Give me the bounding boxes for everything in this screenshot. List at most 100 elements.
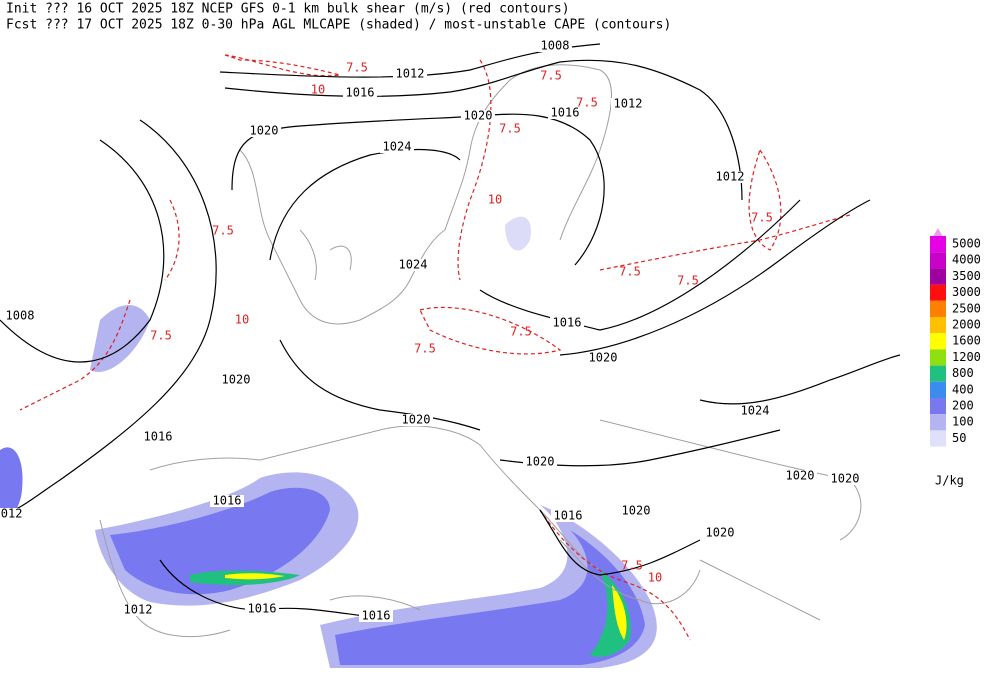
shear-label: 7.5 bbox=[619, 265, 641, 279]
isobar-label: 1012 bbox=[396, 67, 425, 81]
isobar-label: 1020 bbox=[786, 469, 815, 483]
shear-label: 7.5 bbox=[346, 61, 368, 75]
isobar-label: 1020 bbox=[402, 413, 431, 427]
isobar bbox=[0, 119, 217, 516]
isobar-label-bg bbox=[393, 68, 427, 80]
isobar-label-bg bbox=[713, 171, 747, 183]
legend-swatch bbox=[930, 414, 946, 431]
isobar-label-bg bbox=[343, 87, 377, 99]
isobar-label: 1016 bbox=[144, 430, 173, 444]
isobar-label: 1016 bbox=[553, 316, 582, 330]
legend-label: 3500 bbox=[952, 269, 981, 283]
legend-swatch bbox=[930, 349, 946, 366]
shear-label: 10 bbox=[311, 83, 325, 97]
isobar-label-bg bbox=[219, 374, 253, 386]
isobar-label-bg bbox=[380, 141, 414, 153]
legend-unit: J/kg bbox=[935, 474, 964, 488]
legend-swatch bbox=[930, 252, 946, 269]
shear-label: 7.5 bbox=[621, 559, 643, 573]
legend-swatch bbox=[930, 317, 946, 334]
legend-label: 100 bbox=[952, 415, 974, 429]
isobar-label-bg bbox=[0, 508, 25, 520]
isobar-label: 1016 bbox=[362, 609, 391, 623]
coastline bbox=[299, 229, 352, 281]
isobar-label-bg bbox=[359, 610, 393, 622]
legend-label: 5000 bbox=[952, 237, 981, 251]
cape-area bbox=[612, 585, 627, 640]
legend-swatch bbox=[930, 365, 946, 382]
shear-contour bbox=[164, 199, 180, 281]
legend-label: 200 bbox=[952, 399, 974, 413]
shear-label: 7.5 bbox=[576, 96, 598, 110]
isobar-label: 1012 bbox=[124, 603, 153, 617]
isobar-label: 1020 bbox=[464, 109, 493, 123]
legend-swatch bbox=[930, 300, 946, 317]
shear-contour bbox=[224, 54, 341, 77]
isobar-label: 1024 bbox=[383, 140, 412, 154]
isobar-label: 1012 bbox=[0, 507, 22, 521]
isobar-label: 1012 bbox=[716, 170, 745, 184]
cape-area bbox=[225, 573, 285, 580]
legend-swatch bbox=[930, 430, 946, 447]
legend-swatch bbox=[930, 333, 946, 350]
isobar bbox=[479, 199, 801, 331]
shear-label: 10 bbox=[488, 193, 502, 207]
isobar-label-bg bbox=[586, 352, 620, 364]
isobar-label: 1016 bbox=[248, 602, 277, 616]
isobar-label: 1012 bbox=[614, 97, 643, 111]
isobar bbox=[269, 148, 461, 261]
isobar-label-bg bbox=[538, 40, 572, 52]
isobar-label-bg bbox=[828, 473, 862, 485]
legend-swatch bbox=[930, 398, 946, 415]
isobar-label: 1008 bbox=[6, 309, 35, 323]
coastline bbox=[239, 149, 446, 325]
shear-contour bbox=[599, 214, 851, 271]
legend-label: 400 bbox=[952, 382, 974, 396]
shear-contour bbox=[457, 59, 492, 281]
legend-label: 3000 bbox=[952, 285, 981, 299]
isobar-label: 1016 bbox=[554, 509, 583, 523]
isobar-label-bg bbox=[399, 414, 433, 426]
isobar-label: 1016 bbox=[346, 86, 375, 100]
isobar-label: 1020 bbox=[250, 124, 279, 138]
isobar-label-bg bbox=[121, 604, 155, 616]
legend-label: 4000 bbox=[952, 253, 981, 267]
isobar-label: 1016 bbox=[551, 106, 580, 120]
isobar-label-bg bbox=[783, 470, 817, 482]
cape-area bbox=[90, 305, 150, 372]
isobar-label: 1016 bbox=[213, 494, 242, 508]
legend-label: 1600 bbox=[952, 334, 981, 348]
isobar bbox=[219, 43, 601, 78]
contour-labels: 1008 1012 1016 1012 1020 1016 1020 1024 1012 1024… bbox=[0, 39, 862, 623]
isobar-label: 1020 bbox=[622, 504, 651, 518]
isobar-label-bg bbox=[550, 317, 584, 329]
legend-swatch bbox=[930, 268, 946, 285]
isobar bbox=[539, 509, 701, 576]
shear-contour bbox=[748, 148, 782, 251]
isobar-label-bg bbox=[141, 431, 175, 443]
shear-label: 7.5 bbox=[414, 342, 436, 356]
legend-swatch bbox=[930, 236, 946, 253]
header-fcst: Fcst ??? 17 OCT 2025 18Z 0-30 hPa AGL ML… bbox=[6, 18, 671, 33]
isobar bbox=[279, 339, 481, 431]
shear-label: 10 bbox=[648, 571, 662, 585]
shear-contour bbox=[419, 306, 562, 355]
isobar-label-bg bbox=[3, 310, 37, 322]
isobar-label: 1020 bbox=[222, 373, 251, 387]
coastline bbox=[99, 519, 421, 638]
legend-label: 1200 bbox=[952, 350, 981, 364]
shear-label: 7.5 bbox=[510, 325, 532, 339]
isobar-label: 1024 bbox=[399, 258, 428, 272]
shear-label: 7.5 bbox=[677, 274, 699, 288]
isobar-label-bg bbox=[619, 505, 653, 517]
isobar-label-bg bbox=[551, 510, 585, 522]
isobar-label: 1020 bbox=[831, 472, 860, 486]
isobar-label-bg bbox=[703, 527, 737, 539]
coastline bbox=[559, 539, 701, 605]
legend-swatch bbox=[930, 284, 946, 301]
legend-label: 800 bbox=[952, 366, 974, 380]
shear-contour bbox=[539, 509, 691, 641]
shear-label: 7.5 bbox=[212, 224, 234, 238]
isobar-label-bg bbox=[548, 107, 582, 119]
isobar bbox=[0, 139, 165, 363]
